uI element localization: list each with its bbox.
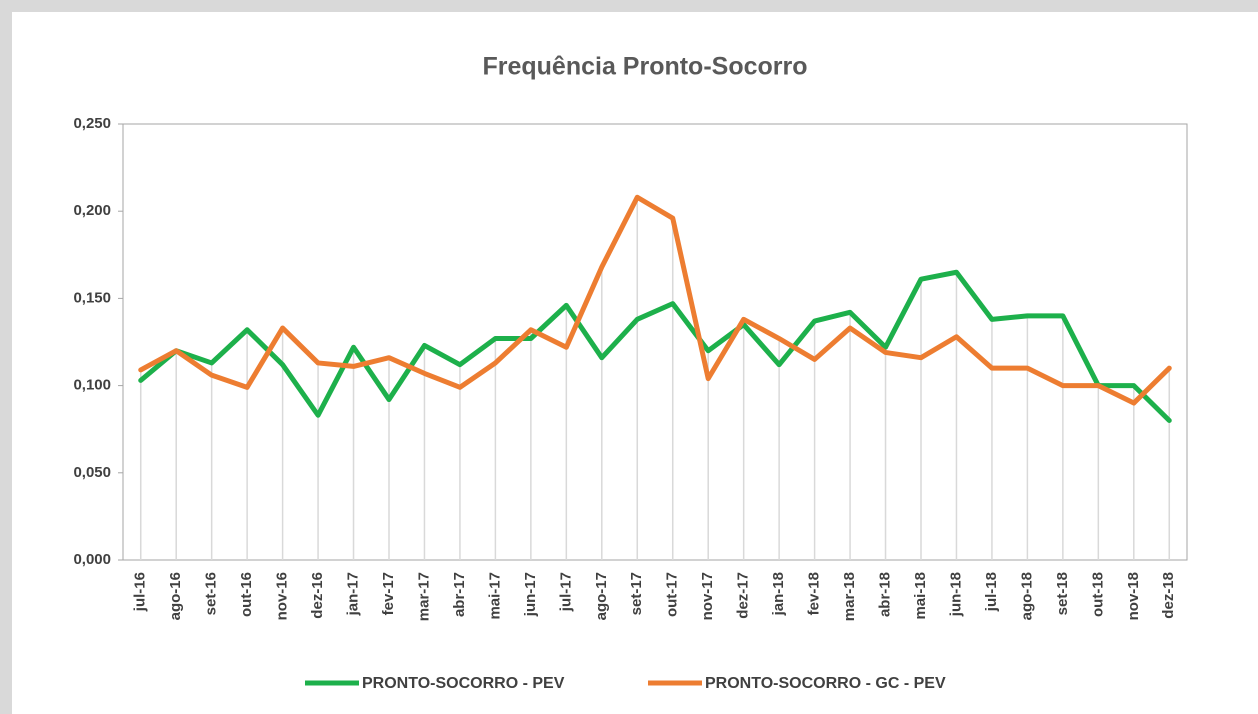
chart-title: Frequência Pronto-Socorro	[482, 53, 807, 81]
plot-area	[122, 123, 1188, 561]
series-line	[138, 194, 1172, 406]
x-tick-label: set-18	[1054, 572, 1071, 615]
x-tick-label: mar-17	[415, 572, 432, 621]
x-tick-label: ago-16	[167, 572, 184, 620]
y-tick-label: 0,050	[73, 464, 111, 481]
x-tick-label: out-17	[664, 572, 681, 617]
x-tick-label: jun-18	[947, 572, 964, 617]
x-tick-label: mai-18	[912, 572, 929, 620]
x-tick-label: dez-16	[309, 572, 326, 619]
x-tick-label: ago-18	[1018, 572, 1035, 620]
y-tick-label: 0,000	[73, 551, 111, 568]
x-tick-label: nov-17	[699, 572, 716, 620]
x-tick-label: abr-17	[451, 572, 468, 617]
x-tick-label: jan-17	[345, 572, 362, 616]
x-tick-label: mar-18	[841, 572, 858, 621]
series-line	[138, 269, 1172, 423]
x-tick-label: jul-16	[132, 572, 149, 612]
x-tick-label: dez-17	[735, 572, 752, 619]
x-tick-label: jan-18	[770, 572, 787, 616]
x-tick-label: ago-17	[593, 572, 610, 620]
x-tick-label: out-18	[1089, 572, 1106, 617]
y-tick-label: 0,150	[73, 289, 111, 306]
legend-label: PRONTO-SOCORRO - GC - PEV	[705, 675, 946, 692]
x-tick-label: set-16	[203, 572, 220, 615]
x-tick-label: fev-18	[806, 572, 823, 615]
x-tick-label: out-16	[238, 572, 255, 617]
y-tick-label: 0,200	[73, 202, 111, 219]
x-tick-label: jul-17	[557, 572, 574, 612]
panel	[12, 12, 1258, 714]
legend-label: PRONTO-SOCORRO - PEV	[362, 675, 565, 692]
x-tick-label: abr-18	[877, 572, 894, 617]
x-tick-label: nov-16	[274, 572, 291, 620]
x-tick-label: fev-17	[380, 572, 397, 615]
x-tick-label: nov-18	[1125, 572, 1142, 620]
x-tick-label: mai-17	[486, 572, 503, 620]
x-tick-label: dez-18	[1160, 572, 1177, 619]
x-tick-label: set-17	[628, 572, 645, 615]
y-tick-label: 0,100	[73, 377, 111, 394]
x-tick-label: jul-18	[983, 572, 1000, 612]
x-tick-label: jun-17	[522, 572, 539, 617]
y-tick-label: 0,250	[73, 115, 111, 132]
